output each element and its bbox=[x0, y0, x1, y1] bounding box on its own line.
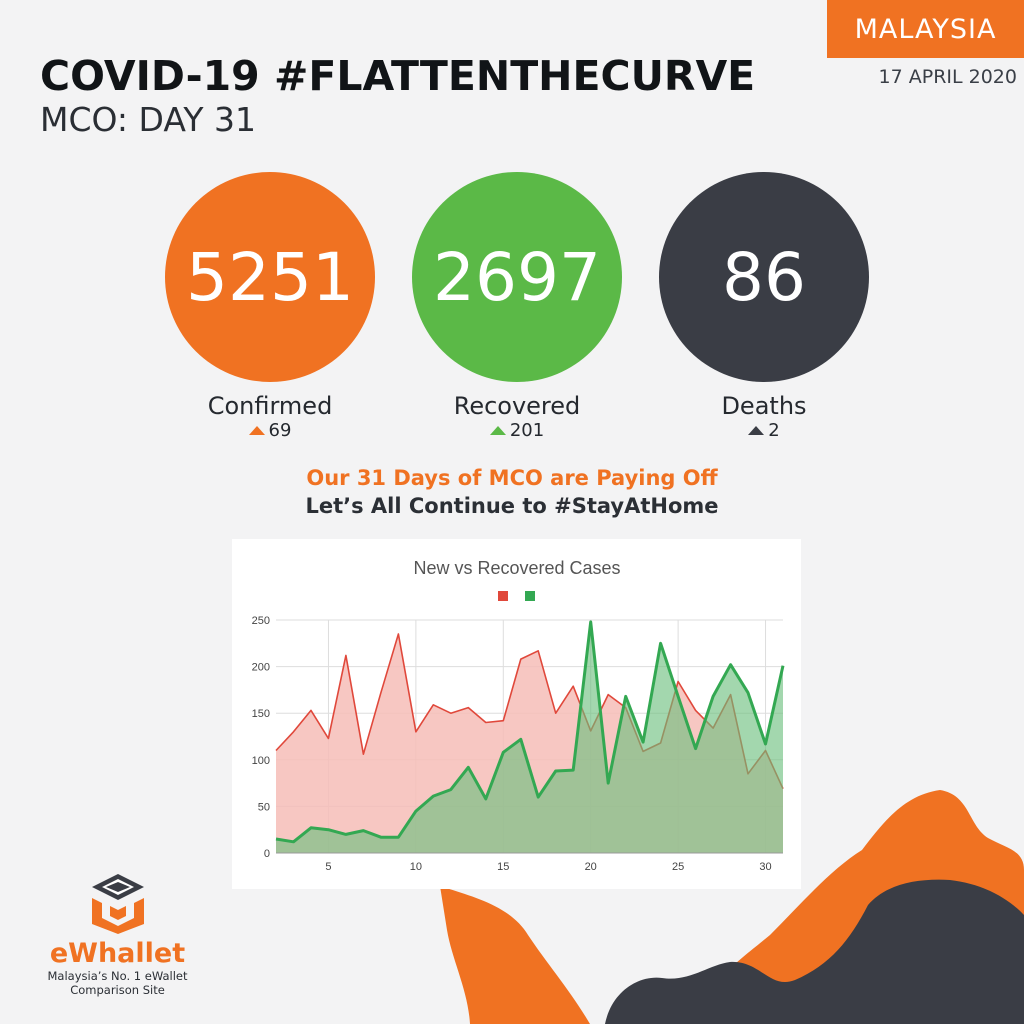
country-badge: MALAYSIA bbox=[827, 0, 1024, 58]
stat-recovered: 2697 Recovered 201 bbox=[412, 172, 622, 441]
deaths-circle: 86 bbox=[659, 172, 869, 382]
stat-confirmed: 5251 Confirmed 69 bbox=[165, 172, 375, 441]
y-tick-label: 200 bbox=[252, 662, 270, 674]
tagline-secondary: Let’s All Continue to #StayAtHome bbox=[305, 494, 719, 518]
confirmed-circle: 5251 bbox=[165, 172, 375, 382]
chart-title: New vs Recovered Cases bbox=[413, 558, 620, 578]
recovered-cases-line bbox=[275, 620, 785, 844]
recovered-cases-area bbox=[276, 621, 783, 853]
confirmed-delta-value: 69 bbox=[268, 420, 292, 441]
y-tick-label: 0 bbox=[264, 848, 270, 860]
legend-swatch-new bbox=[498, 591, 508, 601]
recovered-value: 2697 bbox=[433, 238, 601, 316]
up-triangle-icon bbox=[748, 426, 765, 435]
new-cases-line bbox=[275, 633, 784, 790]
deaths-delta-value: 2 bbox=[768, 420, 780, 441]
new-vs-recovered-chart: New vs Recovered Cases 0 50 100 150 200 250 5 1… bbox=[252, 558, 785, 873]
recovered-circle: 2697 bbox=[412, 172, 622, 382]
confirmed-delta: 69 bbox=[165, 420, 375, 441]
brand-tagline-2: Comparison Site bbox=[70, 983, 165, 997]
peninsular-map-shape bbox=[440, 886, 590, 1024]
recovered-delta: 201 bbox=[412, 420, 622, 441]
y-tick-label: 100 bbox=[252, 755, 270, 767]
chart-axes: 0 50 100 150 200 250 5 10 15 20 25 30 bbox=[252, 615, 783, 873]
up-triangle-icon bbox=[248, 426, 265, 435]
x-tick-label: 20 bbox=[585, 861, 597, 873]
y-tick-label: 250 bbox=[252, 615, 270, 627]
report-date: 17 APRIL 2020 bbox=[878, 66, 1017, 88]
confirmed-value: 5251 bbox=[186, 238, 354, 316]
recovered-delta-value: 201 bbox=[509, 420, 545, 441]
up-triangle-icon bbox=[489, 426, 506, 435]
x-tick-label: 25 bbox=[672, 861, 684, 873]
deaths-label: Deaths bbox=[721, 392, 807, 420]
legend-swatch-recovered bbox=[525, 591, 535, 601]
deaths-value: 86 bbox=[722, 238, 806, 316]
chart-series bbox=[275, 620, 785, 853]
brand-name: eWhallet bbox=[49, 938, 186, 969]
y-tick-label: 150 bbox=[252, 708, 270, 720]
page-subtitle: MCO: DAY 31 bbox=[40, 100, 256, 139]
y-tick-label: 50 bbox=[258, 801, 270, 813]
brand-block: eWhallet Malaysia’s No. 1 eWallet Compar… bbox=[40, 872, 195, 997]
tagline-primary: Our 31 Days of MCO are Paying Off bbox=[306, 466, 718, 490]
ewhallet-logo-icon bbox=[91, 874, 144, 934]
x-tick-label: 10 bbox=[410, 861, 422, 873]
x-tick-label: 5 bbox=[325, 861, 331, 873]
confirmed-label: Confirmed bbox=[207, 392, 333, 420]
deaths-delta: 2 bbox=[659, 420, 869, 441]
brand-tagline-1: Malaysia’s No. 1 eWallet bbox=[47, 969, 188, 983]
x-tick-label: 15 bbox=[497, 861, 509, 873]
stat-deaths: 86 Deaths 2 bbox=[659, 172, 869, 441]
chart-card: New vs Recovered Cases 0 50 100 150 200 250 5 1… bbox=[232, 539, 801, 889]
borneo-dark-shape bbox=[605, 879, 1024, 1024]
x-tick-label: 30 bbox=[759, 861, 771, 873]
page-title: COVID-19 #FLATTENTHECURVE bbox=[40, 52, 756, 100]
recovered-label: Recovered bbox=[453, 392, 581, 420]
